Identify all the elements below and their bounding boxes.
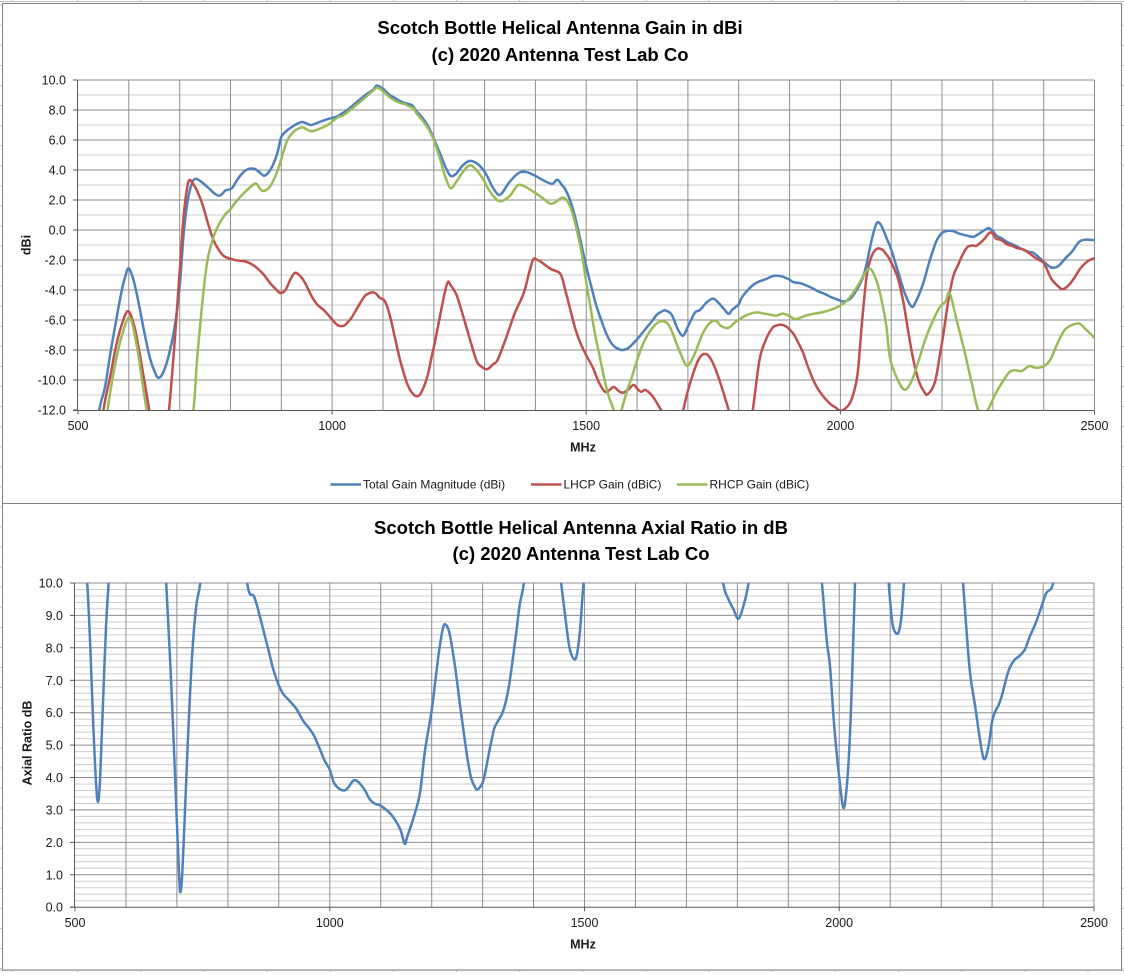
svg-text:4.0: 4.0 [49,164,66,178]
svg-text:MHz: MHz [570,441,596,455]
svg-text:4.0: 4.0 [46,771,63,785]
svg-text:10.0: 10.0 [42,74,66,88]
svg-text:(c) 2020 Antenna Test Lab Co: (c) 2020 Antenna Test Lab Co [432,44,689,65]
svg-text:-4.0: -4.0 [44,284,66,298]
svg-text:5.0: 5.0 [46,739,63,753]
svg-text:Scotch Bottle Helical Antenna: Scotch Bottle Helical Antenna Axial Rati… [374,517,788,538]
svg-text:2000: 2000 [825,916,853,930]
svg-text:dBi: dBi [20,235,34,255]
svg-text:-2.0: -2.0 [44,254,66,268]
svg-text:0.0: 0.0 [46,901,63,915]
svg-text:8.0: 8.0 [49,104,66,118]
svg-text:Total Gain Magnitude (dBi): Total Gain Magnitude (dBi) [363,478,505,492]
svg-text:1000: 1000 [318,419,346,433]
svg-text:1000: 1000 [316,916,344,930]
svg-text:9.0: 9.0 [46,609,63,623]
svg-text:2500: 2500 [1081,419,1109,433]
svg-text:2.0: 2.0 [46,836,63,850]
svg-text:1.0: 1.0 [46,868,63,882]
svg-text:8.0: 8.0 [46,641,63,655]
svg-text:-8.0: -8.0 [44,344,66,358]
svg-text:3.0: 3.0 [46,803,63,817]
svg-text:1500: 1500 [572,419,600,433]
svg-text:500: 500 [65,916,86,930]
svg-text:0.0: 0.0 [49,224,66,238]
svg-text:LHCP Gain (dBiC): LHCP Gain (dBiC) [564,478,662,492]
svg-text:(c) 2020 Antenna Test Lab Co: (c) 2020 Antenna Test Lab Co [453,543,710,564]
svg-text:6.0: 6.0 [46,706,63,720]
svg-text:10.0: 10.0 [39,577,63,591]
svg-text:2.0: 2.0 [49,194,66,208]
svg-text:-10.0: -10.0 [38,374,67,388]
svg-text:2000: 2000 [826,419,854,433]
svg-text:6.0: 6.0 [49,134,66,148]
svg-text:Axial Ratio dB: Axial Ratio dB [21,701,35,786]
svg-text:1500: 1500 [571,916,599,930]
svg-text:Scotch Bottle Helical Antenna: Scotch Bottle Helical Antenna Gain in dB… [377,17,742,38]
svg-text:2500: 2500 [1080,916,1108,930]
svg-text:MHz: MHz [570,938,596,952]
svg-text:500: 500 [68,419,89,433]
svg-text:7.0: 7.0 [46,674,63,688]
svg-text:-12.0: -12.0 [38,404,67,418]
svg-text:-6.0: -6.0 [44,314,66,328]
svg-text:RHCP Gain (dBiC): RHCP Gain (dBiC) [710,478,810,492]
